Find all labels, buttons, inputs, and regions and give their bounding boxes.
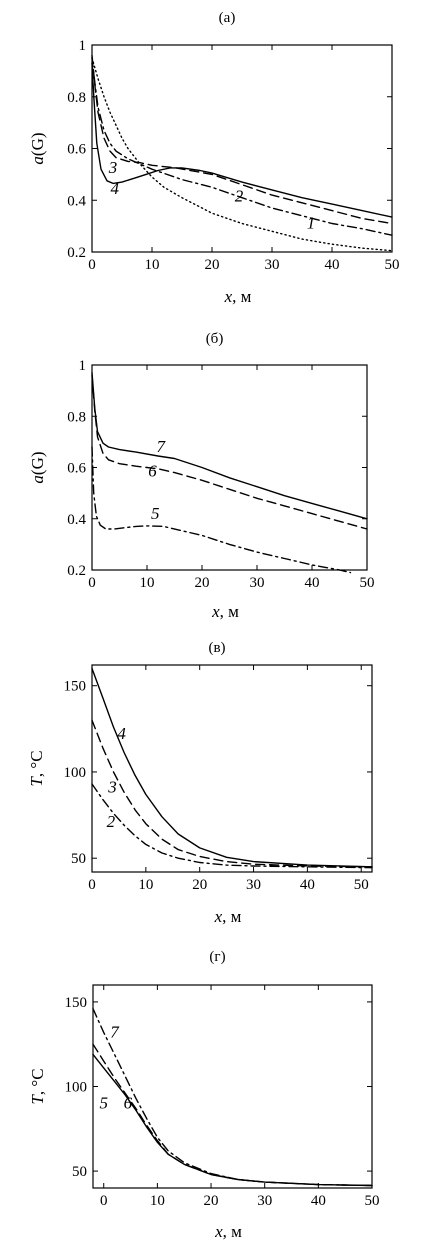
curve-label-7: 7: [110, 1022, 120, 1041]
series-line-3: [91, 54, 393, 225]
y-tick-label: 0.2: [67, 245, 86, 261]
plot-frame: [91, 44, 393, 253]
chart-panel-3: (в) 0 10 20 30 40 50 50 100 150 x, м T, °C 2 3 4: [27, 640, 373, 926]
x-tick-label: 40: [325, 257, 340, 273]
y-tick-label: 50: [71, 851, 86, 867]
x-tick-label: 10: [140, 575, 155, 591]
chart-panel-1: (а) 0 10 20 30 40 50 0.2 0.4 0.6 0.8 1 x, м a(G) 1 2 3 4: [28, 10, 400, 306]
series-line-2: [91, 57, 393, 236]
curve-label-3: 3: [108, 158, 118, 177]
x-tick-label: 20: [192, 877, 207, 893]
y-tick-label: 1: [79, 358, 87, 374]
panel-title: (г): [209, 949, 225, 965]
series-line-5: [92, 1053, 373, 1187]
series-line-4: [91, 667, 373, 868]
x-tick-label: 10: [138, 877, 153, 893]
series-line-5: [91, 446, 352, 574]
series-line-4: [91, 62, 393, 218]
y-tick-label: 0.4: [67, 193, 86, 209]
x-tick-label: 10: [145, 257, 160, 273]
y-tick-label: 50: [72, 1164, 87, 1180]
x-tick-label: 10: [150, 1193, 165, 1209]
x-tick-label: 30: [257, 1193, 272, 1209]
curve-label-5: 5: [151, 504, 160, 523]
y-tick-label: 1: [79, 38, 87, 54]
panel-title: (б): [206, 331, 224, 347]
curve-label-4: 4: [111, 179, 120, 198]
x-tick-label: 30: [250, 575, 265, 591]
plot-frame: [91, 664, 373, 873]
series-line-2: [91, 783, 373, 869]
x-tick-label: 0: [88, 257, 96, 273]
x-tick-label: 50: [360, 575, 375, 591]
y-tick-label: 0.8: [67, 409, 86, 425]
y-tick-label: 0.8: [67, 90, 86, 106]
y-axis-label: a(G): [28, 451, 47, 483]
curve-label-6: 6: [148, 461, 157, 480]
curve-label-6: 6: [124, 1093, 133, 1112]
x-tick-label: 40: [311, 1193, 326, 1209]
panel-title: (а): [219, 10, 236, 26]
x-tick-label: 20: [205, 257, 220, 273]
chart-panel-4: (г) 0 10 20 30 40 50 50 100 150 x, м T, °C 5 6 7: [28, 949, 380, 1241]
y-axis-label: a(G): [28, 132, 47, 164]
y-axis-label: T, °C: [27, 750, 46, 786]
x-tick-label: 20: [204, 1193, 219, 1209]
x-tick-label: 20: [195, 575, 210, 591]
y-tick-label: 0.6: [67, 461, 86, 477]
curve-label-5: 5: [99, 1093, 108, 1112]
series-line-6: [92, 1043, 373, 1187]
plot-frame: [91, 364, 368, 571]
x-tick-label: 30: [246, 877, 261, 893]
chart-panel-2: (б) 0 10 20 30 40 50 0.2 0.4 0.6 0.8 1 x, м a(G) 5 67: [28, 331, 375, 621]
y-tick-label: 0.4: [67, 512, 86, 528]
series-line-1: [91, 57, 393, 252]
series-line-7: [91, 372, 368, 520]
x-axis-label: x, м: [211, 602, 239, 621]
x-axis-label: x, м: [214, 907, 242, 926]
y-tick-label: 150: [64, 679, 87, 695]
x-tick-label: 40: [305, 575, 320, 591]
y-tick-label: 0.2: [67, 563, 86, 579]
y-axis-label: T, °C: [28, 1068, 47, 1104]
panel-title: (в): [208, 640, 225, 656]
curve-label-1: 1: [307, 214, 316, 233]
series-line-3: [91, 719, 373, 868]
x-axis-label: x, м: [214, 1222, 242, 1241]
x-tick-label: 0: [100, 1193, 108, 1209]
y-tick-label: 150: [65, 995, 88, 1011]
x-tick-label: 40: [300, 877, 315, 893]
x-tick-label: 0: [88, 877, 96, 893]
y-tick-label: 0.6: [67, 142, 86, 158]
curve-label-3: 3: [107, 778, 117, 797]
x-tick-label: 50: [385, 257, 400, 273]
series-line-7: [92, 1008, 373, 1187]
y-tick-label: 100: [65, 1080, 88, 1096]
curve-label-4: 4: [117, 724, 126, 743]
curve-label-2: 2: [235, 187, 244, 206]
x-tick-label: 30: [265, 257, 280, 273]
y-tick-label: 100: [64, 765, 87, 781]
x-tick-label: 0: [88, 575, 96, 591]
curve-label-7: 7: [157, 437, 167, 456]
plot-frame: [92, 984, 373, 1189]
x-tick-label: 50: [354, 877, 369, 893]
x-axis-label: x, м: [224, 287, 252, 306]
curve-label-2: 2: [107, 812, 116, 831]
series-line-6: [91, 374, 368, 530]
x-tick-label: 50: [365, 1193, 380, 1209]
